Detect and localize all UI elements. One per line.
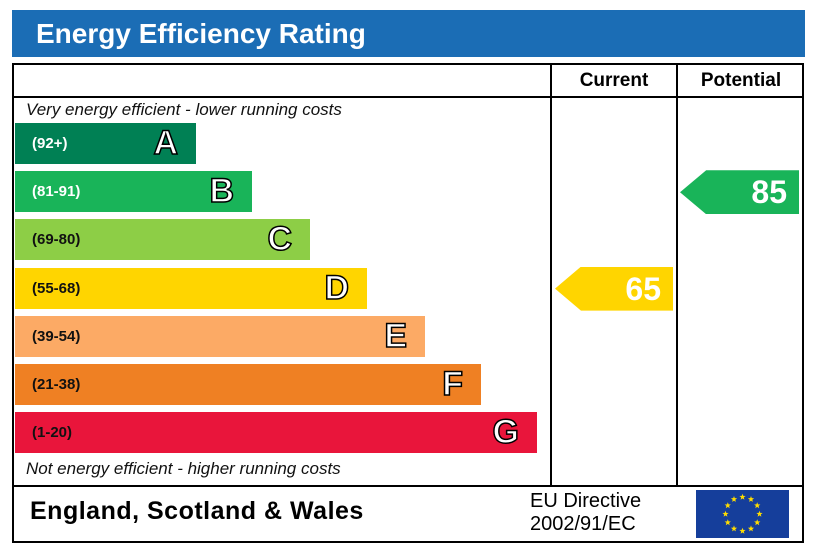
eu-directive: EU Directive 2002/91/EC: [530, 490, 641, 536]
band-letter: C: [267, 220, 293, 260]
potential-header: Potential: [700, 70, 782, 91]
star-icon: [747, 496, 755, 502]
star-icon: [754, 502, 761, 509]
current-header: Current: [579, 70, 649, 91]
star-icon: [739, 527, 746, 534]
band-bar-e: (39-54) E: [15, 315, 425, 357]
current-rating-arrow: 65: [555, 266, 673, 311]
page-title: Energy Efficiency Rating: [12, 10, 805, 57]
band-bar-f: (21-38) F: [15, 364, 481, 405]
footer-divider: [12, 485, 804, 487]
band-range: (21-38): [32, 376, 81, 393]
top-note: Very energy efficient - lower running co…: [26, 100, 342, 119]
potential-rating-arrow: 85: [680, 170, 799, 215]
rating-value: 85: [751, 174, 787, 211]
rating-frame: [12, 63, 804, 543]
directive-line1: EU Directive: [530, 490, 642, 512]
band-range: (69-80): [32, 231, 81, 249]
band-letter: B: [209, 171, 235, 211]
column-divider: [676, 63, 678, 487]
band-range: (81-91): [32, 183, 81, 201]
region-label: England, Scotland & Wales: [30, 497, 364, 525]
star-icon: [722, 510, 729, 517]
band-bar-a: (92+) A: [15, 123, 196, 164]
band-letter: F: [441, 364, 463, 404]
band-letter: D: [324, 268, 350, 308]
band-bar-d: (55-68) D: [15, 267, 367, 309]
star-icon: [724, 502, 731, 509]
header-divider: [12, 96, 804, 98]
rating-value: 65: [625, 270, 661, 307]
column-divider: [550, 63, 552, 487]
bottom-note: Not energy efficient - higher running co…: [26, 459, 341, 478]
star-icon: [754, 519, 761, 526]
band-letter: E: [384, 316, 408, 356]
star-icon: [756, 510, 763, 517]
directive-line2: 2002/91/EC: [530, 513, 636, 535]
band-bar-b: (81-91) B: [15, 171, 252, 213]
band-range: (39-54): [32, 327, 81, 345]
star-icon: [724, 519, 731, 526]
eu-flag-icon: [696, 490, 789, 538]
band-bar-g: (1-20) G: [15, 412, 537, 454]
star-icon: [730, 496, 738, 502]
band-range: (55-68): [32, 279, 81, 297]
star-icon: [739, 493, 746, 500]
band-bar-c: (69-80) C: [15, 219, 310, 261]
star-icon: [730, 525, 738, 532]
star-icon: [747, 525, 755, 532]
band-range: (1-20): [32, 424, 73, 442]
band-letter: A: [153, 123, 179, 163]
band-letter: G: [492, 412, 520, 452]
band-range: (92+): [32, 135, 68, 152]
